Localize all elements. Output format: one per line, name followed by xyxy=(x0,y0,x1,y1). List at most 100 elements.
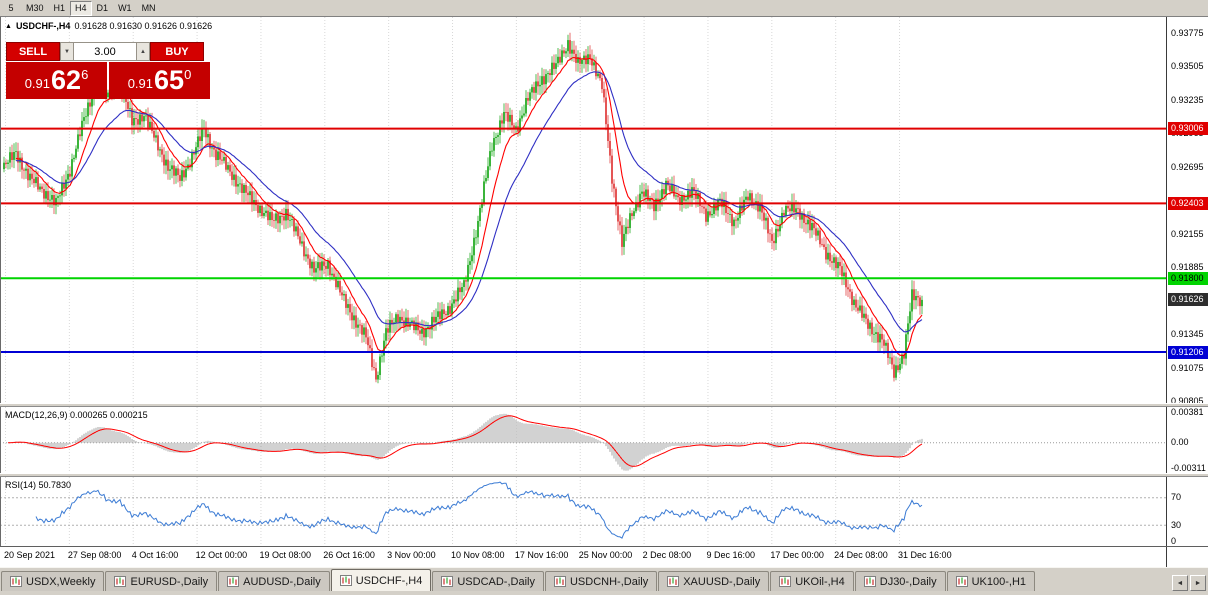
volume-input[interactable] xyxy=(74,42,136,61)
chart-tab-ukoil-h4[interactable]: UKOil-,H4 xyxy=(770,571,854,591)
buy-price-big-digits: 65 xyxy=(154,65,185,95)
chart-title: ▲ USDCHF-,H4 0.91628 0.91630 0.91626 0.9… xyxy=(5,21,212,31)
macd-panel-splitter[interactable] xyxy=(0,403,1208,407)
time-axis-label: 24 Dec 08:00 xyxy=(834,550,888,560)
time-axis-label: 25 Nov 00:00 xyxy=(578,550,633,560)
time-axis-label: 19 Oct 08:00 xyxy=(259,550,311,560)
hline-price-tag: 0.91206 xyxy=(1168,345,1208,359)
time-axis-label: 31 Dec 16:00 xyxy=(898,550,952,560)
price-axis-label: 0.91885 xyxy=(1171,262,1204,273)
chart-tab-usdx-weekly[interactable]: USDX,Weekly xyxy=(1,571,105,591)
hline-price-tag: 0.93006 xyxy=(1168,122,1208,136)
tab-scroll-right-button[interactable]: ► xyxy=(1190,575,1206,591)
rsi-axis-label: 0 xyxy=(1171,536,1177,546)
candlestick-chart-icon xyxy=(779,576,792,587)
price-axis-label: 0.93235 xyxy=(1171,94,1204,105)
chart-tabs: USDX,Weekly EURUSD-,Daily AUDUSD-,Daily USD… xyxy=(1,569,1036,591)
chart-tab-eurusd-daily[interactable]: EURUSD-,Daily xyxy=(105,571,218,591)
price-axis-label: 0.92695 xyxy=(1171,161,1204,172)
buy-button[interactable]: BUY xyxy=(150,42,204,61)
chart-tab-dj30-daily[interactable]: DJ30-,Daily xyxy=(854,571,946,591)
timeframe-button-h4[interactable]: H4 xyxy=(70,0,92,16)
price-axis-label: 0.91075 xyxy=(1171,362,1204,373)
price-axis: 0.937750.935050.932350.929650.926950.921… xyxy=(1166,17,1208,567)
time-axis-label: 4 Oct 16:00 xyxy=(131,550,179,560)
timeframe-button-5[interactable]: 5 xyxy=(1,0,21,16)
time-axis-label: 20 Sep 2021 xyxy=(4,550,56,560)
chart-tab-label: UK100-,H1 xyxy=(971,575,1027,588)
volume-increase-button[interactable]: ▲ xyxy=(136,42,150,61)
chart-left-border xyxy=(0,17,1,567)
chart-tab-usdcnh-daily[interactable]: USDCNH-,Daily xyxy=(544,571,658,591)
candlestick-chart-icon xyxy=(441,576,454,587)
rsi-axis-label: 30 xyxy=(1171,519,1182,530)
price-axis-label: 0.90805 xyxy=(1171,396,1204,407)
timeframe-button-mn[interactable]: MN xyxy=(136,0,161,16)
candlestick-chart-icon xyxy=(863,576,876,587)
buy-price-display[interactable]: 0.91 65 0 xyxy=(109,62,210,99)
time-axis-label: 2 Dec 08:00 xyxy=(642,550,692,560)
candlestick-chart-icon xyxy=(667,576,680,587)
price-axis-label: 0.93775 xyxy=(1171,27,1204,38)
chart-tab-xauusd-daily[interactable]: XAUUSD-,Daily xyxy=(658,571,770,591)
chart-tab-usdchf-h4[interactable]: USDCHF-,H4 xyxy=(330,569,432,591)
tab-scroll-controls: ◄ ► xyxy=(1172,575,1206,591)
time-axis-label: 17 Dec 00:00 xyxy=(770,550,824,560)
chart-symbol-label: USDCHF-,H4 xyxy=(15,21,71,31)
chart-tab-usdcad-daily[interactable]: USDCAD-,Daily xyxy=(432,571,544,591)
time-axis-label: 10 Nov 08:00 xyxy=(451,550,505,560)
chart-tab-label: USDX,Weekly xyxy=(26,575,96,588)
hline-price-tag: 0.92403 xyxy=(1168,196,1208,210)
chart-tab-label: EURUSD-,Daily xyxy=(130,575,209,588)
chart-tab-label: AUDUSD-,Daily xyxy=(243,575,321,588)
timeframe-button-w1[interactable]: W1 xyxy=(113,0,137,16)
macd-axis-label: -0.00311 xyxy=(1171,462,1206,473)
candlestick-chart-icon xyxy=(955,576,968,587)
time-axis-separator xyxy=(0,546,1208,547)
time-axis-label: 12 Oct 00:00 xyxy=(195,550,248,560)
trade-prices-row: 0.91 62 6 0.91 65 0 xyxy=(6,62,210,99)
chart-tab-label: DJ30-,Daily xyxy=(879,575,937,588)
volume-decrease-button[interactable]: ▼ xyxy=(60,42,74,61)
time-axis-label: 27 Sep 08:00 xyxy=(67,550,122,560)
price-axis-label: 0.91345 xyxy=(1171,329,1204,340)
tab-scroll-left-button[interactable]: ◄ xyxy=(1172,575,1188,591)
time-axis-label: 3 Nov 00:00 xyxy=(387,550,436,560)
chart-ohlc-label: 0.91628 0.91630 0.91626 0.91626 xyxy=(74,21,213,31)
candlestick-chart-icon xyxy=(114,576,127,587)
chart-tab-label: USDCAD-,Daily xyxy=(457,575,535,588)
current-price-tag: 0.91626 xyxy=(1168,293,1208,307)
timeframe-button-d1[interactable]: D1 xyxy=(91,0,114,16)
chart-tab-audusd-daily[interactable]: AUDUSD-,Daily xyxy=(218,571,330,591)
trade-controls-row: SELL ▼ ▲ BUY xyxy=(6,42,210,61)
timeframe-button-m30[interactable]: M30 xyxy=(21,0,49,16)
sell-price-pip-digit: 6 xyxy=(81,67,89,82)
rsi-panel-canvas[interactable] xyxy=(0,477,1166,546)
time-axis: 20 Sep 2021 27 Sep 08:00 4 Oct 16:00 12 Oct… xyxy=(0,547,1166,567)
macd-indicator-label: MACD(12,26,9) 0.000265 0.000215 xyxy=(5,410,148,420)
macd-axis-label: 0.00 xyxy=(1171,437,1189,448)
candlestick-chart-icon xyxy=(339,575,352,586)
candlestick-chart-icon xyxy=(553,576,566,587)
sell-price-big-digits: 62 xyxy=(51,65,82,95)
chart-tab-label: UKOil-,H4 xyxy=(795,575,845,588)
rsi-indicator-label: RSI(14) 50.7830 xyxy=(5,480,72,490)
timeframe-buttons: 5 M30 H1 H4 D1 W1 MN xyxy=(1,0,161,16)
macd-panel-canvas[interactable] xyxy=(0,407,1166,473)
chart-tab-label: USDCNH-,Daily xyxy=(569,575,649,588)
sell-price-display[interactable]: 0.91 62 6 xyxy=(6,62,107,99)
rsi-panel-splitter[interactable] xyxy=(0,473,1208,477)
candlestick-chart-icon xyxy=(227,576,240,587)
candlestick-chart-icon xyxy=(10,576,22,587)
chart-tabs-bar: USDX,Weekly EURUSD-,Daily AUDUSD-,Daily USD… xyxy=(0,567,1208,595)
timeframe-button-h1[interactable]: H1 xyxy=(48,0,71,16)
buy-price-pip-digit: 0 xyxy=(184,67,192,82)
one-click-trading-toggle-icon[interactable]: ▲ xyxy=(5,22,12,30)
time-axis-label: 17 Nov 16:00 xyxy=(514,550,569,560)
chart-tab-uk100-h1[interactable]: UK100-,H1 xyxy=(946,571,1036,591)
sell-button[interactable]: SELL xyxy=(6,42,60,61)
chart-tab-label: XAUUSD-,Daily xyxy=(683,575,761,588)
sell-price-prefix: 0.91 xyxy=(24,76,51,91)
rsi-axis-label: 70 xyxy=(1171,492,1182,503)
